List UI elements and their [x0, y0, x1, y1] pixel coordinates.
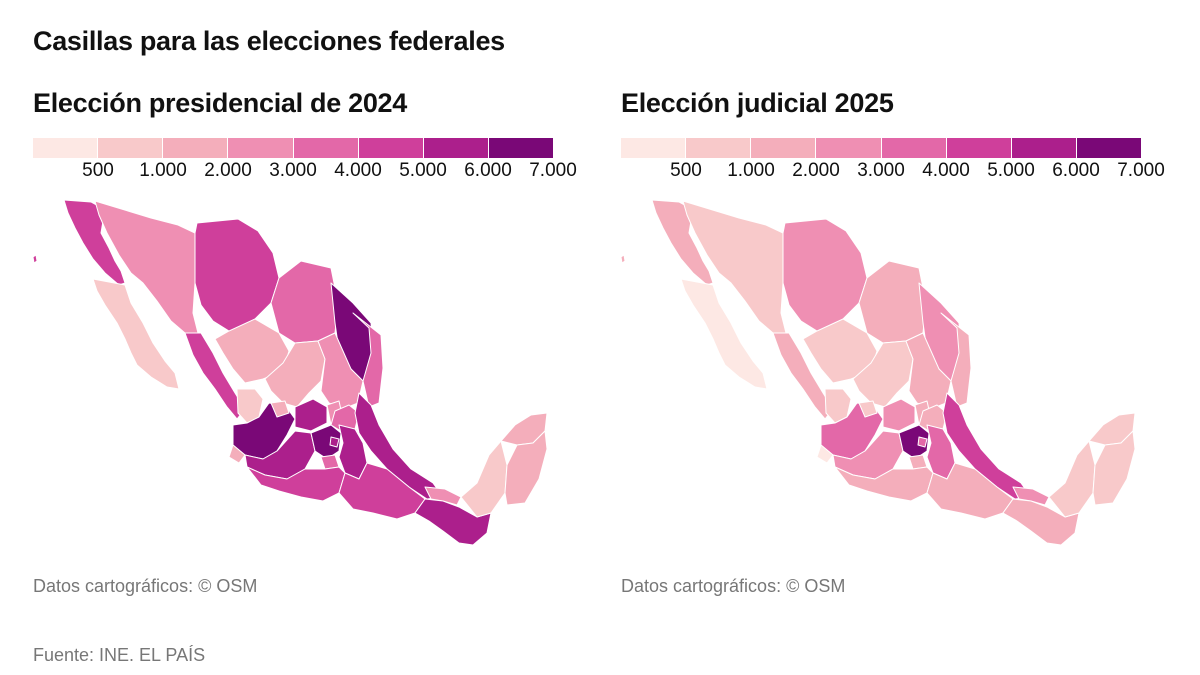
state-campeche	[1048, 440, 1096, 518]
legend-tick-label: 2.000	[792, 160, 840, 181]
map-credit: Datos cartográficos: © OSM	[621, 576, 846, 596]
legend-tick-labels: 500 1.000 2.000 3.000 4.000 5.000 6.000 7.000	[33, 160, 577, 182]
state-guanajuato	[882, 398, 916, 432]
legend-tick-label: 1.000	[727, 160, 775, 181]
state-guanajuato	[294, 398, 328, 432]
state-cdmx	[917, 436, 928, 448]
state-campeche	[460, 440, 508, 518]
state-coahuila	[270, 260, 339, 344]
panel-judicial-2025: Elección judicial 2025 500 1.000 2.000 3.00…	[621, 88, 1181, 608]
state-durango	[802, 318, 878, 384]
legend-tick-label: 6.000	[464, 160, 512, 181]
legend-tick-label: 500	[82, 160, 114, 181]
legend-tick-label: 2.000	[204, 160, 252, 181]
legend-swatch	[816, 138, 882, 158]
state-chihuahua	[194, 218, 280, 334]
legend-tick-label: 4.000	[922, 160, 970, 181]
legend-tick-labels: 500 1.000 2.000 3.000 4.000 5.000 6.000 7.000	[621, 160, 1165, 182]
state-mexico	[310, 424, 342, 460]
state-colima	[816, 444, 834, 464]
legend-tick-label: 500	[670, 160, 702, 181]
legend-tick-label: 3.000	[269, 160, 317, 181]
state-tabasco	[424, 486, 462, 506]
state-zacatecas	[264, 340, 326, 408]
state-sonora	[94, 200, 199, 334]
legend-swatch	[293, 138, 359, 158]
legend-swatch	[621, 138, 687, 158]
state-baja-california-sur	[92, 278, 180, 390]
legend-swatch	[163, 138, 229, 158]
state-durango	[214, 318, 290, 384]
legend-tick-label: 7.000	[529, 160, 577, 181]
panel-title: Elección judicial 2025	[621, 88, 894, 118]
state-oaxaca	[926, 462, 1014, 520]
legend-tick-label: 6.000	[1052, 160, 1100, 181]
state-chihuahua	[782, 218, 868, 334]
legend-swatch	[1011, 138, 1077, 158]
state-cdmx	[329, 436, 340, 448]
legend-tick-label: 3.000	[857, 160, 905, 181]
state-aguascalientes	[858, 400, 878, 418]
color-scale-legend	[33, 138, 553, 158]
mexico-choropleth-map	[621, 199, 1136, 546]
color-scale-legend	[621, 138, 1141, 158]
state-mexico	[898, 424, 930, 460]
legend-swatch	[423, 138, 489, 158]
chart-title: Casillas para las elecciones federales	[33, 26, 505, 56]
legend-swatch	[751, 138, 817, 158]
legend-tick-label: 4.000	[334, 160, 382, 181]
state-aguascalientes	[270, 400, 290, 418]
panel-presidential-2024: Elección presidencial de 2024 500 1.000 2.…	[33, 88, 593, 608]
legend-swatch	[358, 138, 424, 158]
mexico-choropleth-map	[33, 199, 548, 546]
legend-tick-label: 1.000	[139, 160, 187, 181]
state-baja-california-sur	[680, 278, 768, 390]
legend-swatch	[33, 138, 99, 158]
state-sonora	[682, 200, 787, 334]
state-island-fragment	[621, 254, 626, 264]
legend-swatch	[228, 138, 294, 158]
legend-swatch	[881, 138, 947, 158]
legend-swatch	[946, 138, 1012, 158]
legend-swatch	[1076, 138, 1141, 158]
panel-title: Elección presidencial de 2024	[33, 88, 407, 118]
state-colima	[228, 444, 246, 464]
state-oaxaca	[338, 462, 426, 520]
state-zacatecas	[852, 340, 914, 408]
state-chiapas	[1002, 498, 1080, 546]
source-note: Fuente: INE. EL PAÍS	[33, 645, 206, 665]
legend-swatch	[686, 138, 752, 158]
state-tabasco	[1012, 486, 1050, 506]
map-credit: Datos cartográficos: © OSM	[33, 576, 258, 596]
state-quintana-roo	[504, 430, 548, 506]
legend-tick-label: 7.000	[1117, 160, 1165, 181]
state-island-fragment	[33, 254, 38, 264]
legend-tick-label: 5.000	[987, 160, 1035, 181]
state-quintana-roo	[1092, 430, 1136, 506]
legend-tick-label: 5.000	[399, 160, 447, 181]
state-chiapas	[414, 498, 492, 546]
legend-swatch	[98, 138, 164, 158]
state-coahuila	[858, 260, 927, 344]
legend-swatch	[488, 138, 553, 158]
